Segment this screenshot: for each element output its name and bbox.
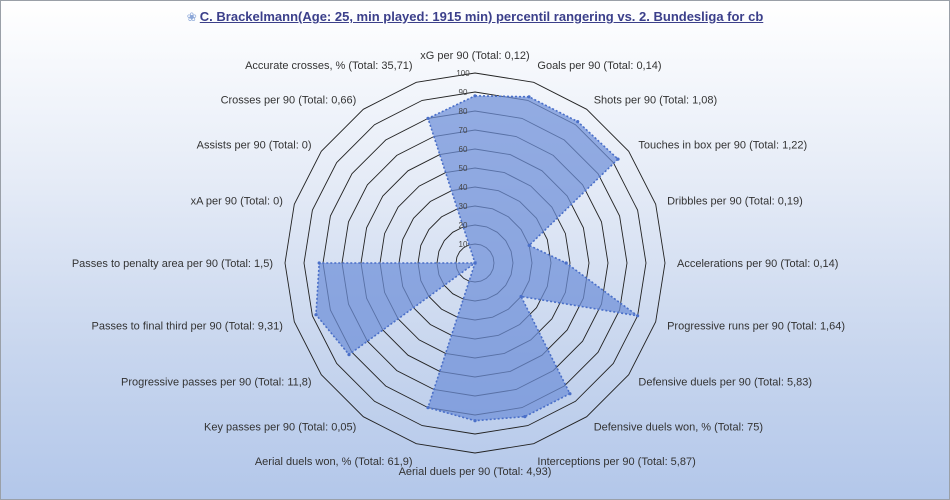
tick-label-60: 60 bbox=[459, 145, 468, 154]
category-label-3: Touches in box per 90 (Total: 1,22) bbox=[638, 139, 807, 151]
series-point-9 bbox=[523, 415, 527, 419]
grid-ring-90 bbox=[303, 91, 647, 435]
series-point-3 bbox=[616, 157, 620, 161]
series-point-4 bbox=[527, 243, 531, 247]
series-point-2 bbox=[576, 120, 580, 124]
series-point-13 bbox=[347, 353, 351, 357]
category-label-16: xA per 90 (Total: 0) bbox=[191, 196, 283, 208]
radar-tick-labels: 10 20 30 40 50 60 70 80 90 100 bbox=[456, 69, 470, 249]
tick-label-50: 50 bbox=[459, 164, 468, 173]
tick-label-10: 10 bbox=[459, 240, 468, 249]
category-label-0: xG per 90 (Total: 0,12) bbox=[420, 50, 529, 62]
category-label-18: Crosses per 90 (Total: 0,66) bbox=[221, 95, 357, 107]
series-point-19 bbox=[426, 116, 430, 120]
radar-series bbox=[314, 94, 640, 423]
tick-label-40: 40 bbox=[459, 183, 468, 192]
category-label-5: Accelerations per 90 (Total: 0,14) bbox=[677, 258, 838, 270]
category-label-12: Key passes per 90 (Total: 0,05) bbox=[204, 421, 356, 433]
tick-label-90: 90 bbox=[459, 88, 468, 97]
radar-category-labels: xG per 90 (Total: 0,12) Goals per 90 (Tot… bbox=[72, 50, 845, 478]
category-label-13: Progressive passes per 90 (Total: 11,8) bbox=[121, 377, 312, 389]
series-point-5 bbox=[564, 261, 568, 265]
series-point-8 bbox=[568, 392, 572, 396]
tick-label-100: 100 bbox=[456, 69, 470, 78]
category-label-11: Aerial duels won, % (Total: 61,9) bbox=[255, 456, 413, 468]
chart-title: ❀ C. Brackelmann(Age: 25, min played: 191… bbox=[1, 9, 949, 24]
tick-label-80: 80 bbox=[459, 107, 468, 116]
category-label-1: Goals per 90 (Total: 0,14) bbox=[537, 60, 661, 72]
tick-label-70: 70 bbox=[459, 126, 468, 135]
category-label-19: Accurate crosses, % (Total: 35,71) bbox=[245, 60, 413, 72]
chart-title-text: C. Brackelmann(Age: 25, min played: 1915… bbox=[199, 9, 764, 24]
grid-ring-100 bbox=[284, 72, 666, 454]
series-point-0 bbox=[473, 94, 477, 98]
series-point-18 bbox=[473, 261, 477, 265]
series-point-10 bbox=[473, 419, 477, 423]
series-point-11 bbox=[426, 406, 430, 410]
series-point-15 bbox=[317, 261, 321, 265]
tick-label-20: 20 bbox=[459, 221, 468, 230]
category-label-8: Defensive duels won, % (Total: 75) bbox=[594, 421, 763, 433]
category-label-4: Dribbles per 90 (Total: 0,19) bbox=[667, 196, 803, 208]
category-label-7: Defensive duels per 90 (Total: 5,83) bbox=[638, 377, 812, 389]
category-label-14: Passes to final third per 90 (Total: 9,3… bbox=[92, 320, 283, 332]
category-label-17: Assists per 90 (Total: 0) bbox=[197, 139, 312, 151]
category-label-6: Progressive runs per 90 (Total: 1,64) bbox=[667, 320, 845, 332]
series-point-7 bbox=[519, 294, 523, 299]
series-area bbox=[315, 94, 639, 422]
series-point-14 bbox=[314, 313, 318, 317]
category-label-15: Passes to penalty area per 90 (Total: 1,… bbox=[72, 258, 273, 270]
category-label-2: Shots per 90 (Total: 1,08) bbox=[594, 95, 718, 107]
category-label-9: Interceptions per 90 (Total: 5,87) bbox=[537, 456, 695, 468]
category-label-10: Aerial duels per 90 (Total: 4,93) bbox=[399, 466, 552, 478]
series-point-1 bbox=[527, 95, 531, 99]
tick-label-30: 30 bbox=[459, 202, 468, 211]
gear-flower-icon: ❀ bbox=[186, 10, 197, 24]
series-point-6 bbox=[636, 314, 640, 318]
